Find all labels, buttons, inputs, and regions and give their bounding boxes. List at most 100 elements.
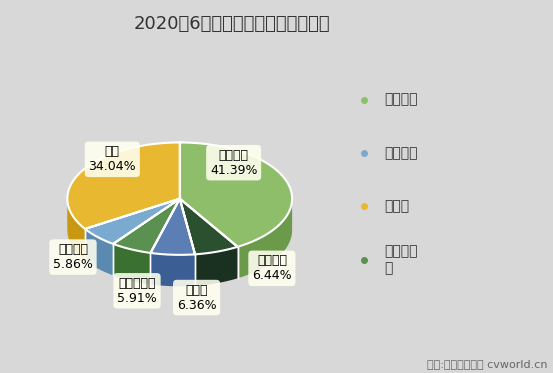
- Polygon shape: [102, 157, 103, 189]
- Text: 2020年6月中型客车整车市场份额图: 2020年6月中型客车整车市场份额图: [134, 15, 331, 33]
- Polygon shape: [287, 182, 288, 214]
- Polygon shape: [221, 147, 223, 178]
- Polygon shape: [244, 153, 246, 185]
- Polygon shape: [98, 159, 99, 192]
- Polygon shape: [113, 244, 150, 284]
- Polygon shape: [75, 178, 76, 210]
- Text: 大金龙客
车: 大金龙客 车: [384, 245, 418, 275]
- Polygon shape: [149, 144, 152, 176]
- Polygon shape: [85, 168, 86, 200]
- Polygon shape: [254, 157, 256, 189]
- Polygon shape: [196, 143, 199, 175]
- Text: 其他
34.04%: 其他 34.04%: [88, 145, 136, 173]
- Polygon shape: [111, 154, 113, 186]
- Polygon shape: [67, 142, 180, 229]
- Polygon shape: [213, 145, 216, 177]
- Polygon shape: [106, 156, 108, 188]
- Polygon shape: [85, 199, 180, 244]
- Polygon shape: [138, 146, 140, 178]
- Polygon shape: [180, 199, 238, 254]
- Polygon shape: [272, 166, 273, 198]
- Polygon shape: [258, 158, 259, 190]
- Polygon shape: [144, 145, 146, 177]
- Polygon shape: [91, 163, 93, 195]
- Polygon shape: [74, 178, 75, 211]
- Polygon shape: [282, 176, 283, 208]
- Polygon shape: [167, 143, 169, 174]
- Polygon shape: [113, 199, 180, 253]
- Polygon shape: [150, 199, 195, 255]
- Polygon shape: [210, 144, 212, 176]
- Polygon shape: [241, 151, 242, 184]
- Polygon shape: [142, 145, 144, 177]
- Polygon shape: [113, 153, 114, 185]
- Polygon shape: [177, 142, 179, 174]
- Polygon shape: [109, 154, 111, 186]
- Polygon shape: [77, 175, 78, 207]
- Polygon shape: [88, 166, 89, 198]
- Polygon shape: [146, 145, 148, 176]
- Polygon shape: [181, 142, 182, 174]
- Polygon shape: [191, 143, 192, 174]
- Polygon shape: [165, 143, 167, 175]
- Polygon shape: [237, 150, 239, 182]
- Polygon shape: [84, 169, 85, 201]
- Polygon shape: [239, 151, 241, 183]
- Polygon shape: [260, 159, 262, 192]
- Polygon shape: [133, 147, 135, 179]
- Text: 一汽丰田
5.86%: 一汽丰田 5.86%: [53, 243, 93, 271]
- Polygon shape: [82, 170, 84, 202]
- Polygon shape: [101, 158, 102, 190]
- Polygon shape: [220, 146, 221, 178]
- Polygon shape: [202, 144, 204, 175]
- Polygon shape: [262, 160, 263, 192]
- Polygon shape: [103, 157, 105, 189]
- Text: 宇通客车: 宇通客车: [384, 93, 418, 107]
- Polygon shape: [269, 165, 270, 197]
- Polygon shape: [121, 150, 122, 182]
- Polygon shape: [275, 169, 276, 201]
- Polygon shape: [81, 171, 82, 204]
- Polygon shape: [95, 161, 97, 193]
- Polygon shape: [89, 165, 90, 197]
- Polygon shape: [276, 170, 277, 202]
- Polygon shape: [253, 156, 254, 188]
- Polygon shape: [186, 142, 189, 174]
- Polygon shape: [223, 147, 225, 179]
- Text: 比亚迪
6.36%: 比亚迪 6.36%: [177, 283, 216, 311]
- Polygon shape: [128, 148, 129, 181]
- Polygon shape: [206, 144, 208, 176]
- Polygon shape: [217, 146, 220, 178]
- Polygon shape: [72, 181, 73, 214]
- Polygon shape: [150, 253, 195, 286]
- Text: 宇通客车
41.39%: 宇通客车 41.39%: [210, 149, 257, 177]
- Polygon shape: [199, 143, 200, 175]
- Polygon shape: [179, 142, 181, 174]
- Polygon shape: [119, 151, 121, 183]
- Polygon shape: [212, 145, 213, 176]
- Polygon shape: [280, 174, 281, 206]
- Polygon shape: [78, 174, 79, 206]
- Polygon shape: [192, 143, 195, 175]
- Text: 大金龙客车
5.91%: 大金龙客车 5.91%: [117, 277, 157, 305]
- Polygon shape: [73, 180, 74, 213]
- Polygon shape: [148, 144, 149, 176]
- Polygon shape: [137, 147, 138, 178]
- Polygon shape: [116, 152, 117, 184]
- Polygon shape: [265, 162, 267, 195]
- Polygon shape: [242, 152, 244, 184]
- Polygon shape: [238, 198, 292, 278]
- Polygon shape: [175, 142, 177, 174]
- Polygon shape: [278, 171, 279, 204]
- Polygon shape: [86, 167, 87, 200]
- Polygon shape: [182, 142, 185, 174]
- Polygon shape: [85, 229, 113, 275]
- Polygon shape: [153, 144, 155, 176]
- Polygon shape: [80, 172, 81, 204]
- Polygon shape: [122, 150, 124, 182]
- Polygon shape: [163, 143, 165, 175]
- Polygon shape: [216, 145, 217, 177]
- Polygon shape: [169, 142, 171, 174]
- Polygon shape: [97, 160, 98, 192]
- Polygon shape: [263, 161, 264, 193]
